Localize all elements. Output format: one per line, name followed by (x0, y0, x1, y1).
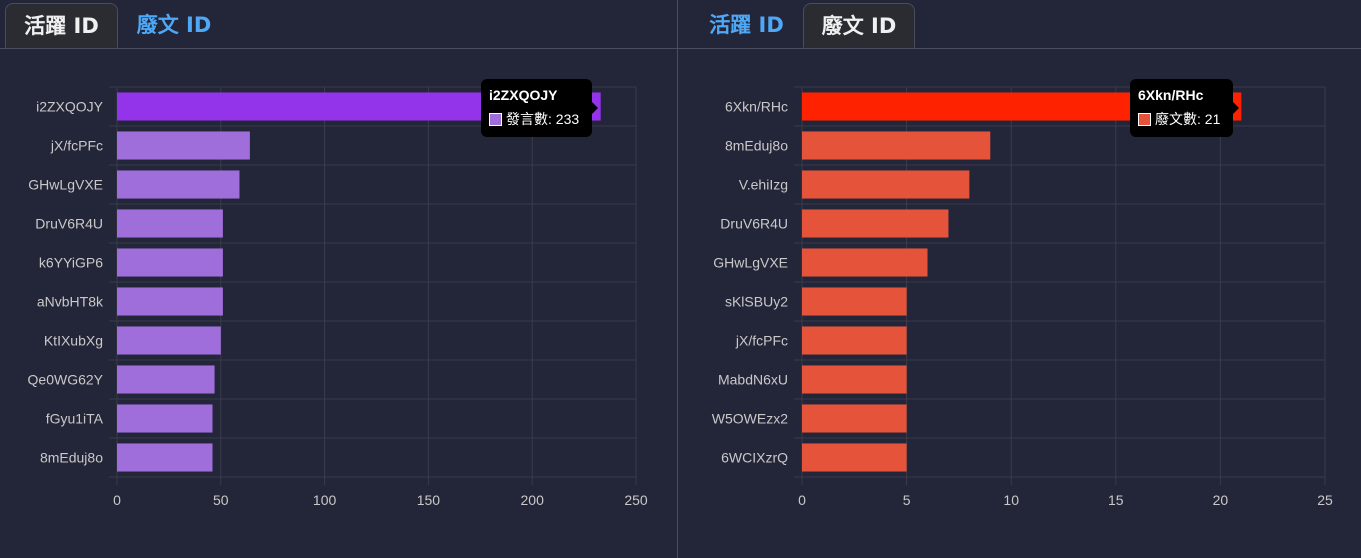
tooltip-caret-icon (1233, 102, 1239, 114)
bar[interactable] (802, 287, 907, 316)
category-label: 6WCIXzrQ (721, 450, 788, 466)
category-label: jX/fcPFc (735, 333, 788, 349)
tab-spam-id[interactable]: 廢文 ID (136, 13, 212, 37)
bar[interactable] (802, 248, 928, 277)
category-label: 8mEduj8o (40, 450, 103, 466)
bar[interactable] (117, 365, 215, 394)
bar[interactable] (802, 326, 907, 355)
tooltip-value: 21 (1204, 111, 1221, 127)
tab-active-id[interactable]: 活躍 ID (5, 3, 118, 48)
tooltip-value: 233 (555, 111, 580, 127)
legend-swatch-icon (1138, 113, 1151, 126)
tooltip-title: i2ZXQOJY (489, 87, 558, 103)
tooltip-series: 發言數 (506, 111, 548, 127)
x-tick-label: 0 (113, 492, 121, 508)
bar[interactable] (117, 170, 240, 199)
category-label: fGyu1iTA (46, 411, 104, 427)
category-label: k6YYiGP6 (39, 255, 103, 271)
x-tick-label: 20 (1213, 492, 1229, 508)
x-tick-label: 100 (313, 492, 337, 508)
x-tick-label: 10 (1003, 492, 1019, 508)
category-label: aNvbHT8k (37, 294, 104, 310)
bar[interactable] (802, 404, 907, 433)
x-tick-label: 200 (521, 492, 545, 508)
category-label: i2ZXQOJY (36, 99, 104, 115)
tooltip-row: 發言數: 233 (489, 110, 584, 128)
active-id-panel: 活躍 ID 廢文 ID i2ZXQOJY jX/fcPFc GHwLgVXE DruV… (0, 0, 677, 558)
bar[interactable] (802, 170, 970, 199)
legend-swatch-icon (489, 113, 502, 126)
category-label: V.ehiIzg (739, 177, 788, 193)
x-tick-label: 15 (1108, 492, 1124, 508)
x-tick-label: 0 (798, 492, 806, 508)
category-label: DruV6R4U (35, 216, 103, 232)
x-tick-label: 25 (1317, 492, 1333, 508)
category-label: KtIXubXg (44, 333, 103, 349)
tooltip-series: 廢文數 (1155, 111, 1197, 127)
category-label: W5OWEzx2 (712, 411, 788, 427)
bar[interactable] (802, 443, 907, 472)
category-label: GHwLgVXE (713, 255, 788, 271)
bar[interactable] (117, 404, 213, 433)
tab-bar: 活躍 ID 廢文 ID (0, 0, 677, 49)
category-label: GHwLgVXE (28, 177, 103, 193)
spam-id-panel: 活躍 ID 廢文 ID 6Xkn/RHc 8mEduj8o V.ehiIzg DruV… (678, 0, 1361, 558)
category-label: DruV6R4U (720, 216, 788, 232)
bar[interactable] (117, 248, 223, 277)
tooltip-row: 廢文數: 21 (1138, 110, 1225, 128)
category-label: MabdN6xU (718, 372, 788, 388)
x-tick-label: 250 (624, 492, 648, 508)
tab-spam-id[interactable]: 廢文 ID (803, 3, 915, 48)
x-tick-label: 150 (417, 492, 441, 508)
bar[interactable] (117, 326, 221, 355)
category-label: 6Xkn/RHc (725, 99, 788, 115)
bar[interactable] (117, 131, 250, 160)
bar[interactable] (802, 131, 991, 160)
bar[interactable] (117, 209, 223, 238)
category-label: Qe0WG62Y (28, 372, 104, 388)
bar[interactable] (802, 209, 949, 238)
bar[interactable] (117, 443, 213, 472)
bar[interactable] (802, 365, 907, 394)
bar[interactable] (117, 287, 223, 316)
panel-divider (677, 0, 678, 558)
x-tick-label: 5 (903, 492, 911, 508)
chart-tooltip: 6Xkn/RHc 廢文數: 21 (1130, 79, 1239, 137)
category-label: 8mEduj8o (725, 138, 788, 154)
x-tick-label: 50 (213, 492, 229, 508)
tooltip-title: 6Xkn/RHc (1138, 87, 1204, 103)
spam-id-bar-chart: 6Xkn/RHc 8mEduj8o V.ehiIzg DruV6R4U GHwLgVXE… (712, 86, 1333, 508)
tab-bar: 活躍 ID 廢文 ID (678, 0, 1361, 49)
category-label: jX/fcPFc (50, 138, 103, 154)
category-label: sKlSBUy2 (725, 294, 788, 310)
tooltip-caret-icon (592, 102, 598, 114)
chart-tooltip: i2ZXQOJY 發言數: 233 (481, 79, 598, 137)
tab-active-id[interactable]: 活躍 ID (709, 13, 784, 37)
